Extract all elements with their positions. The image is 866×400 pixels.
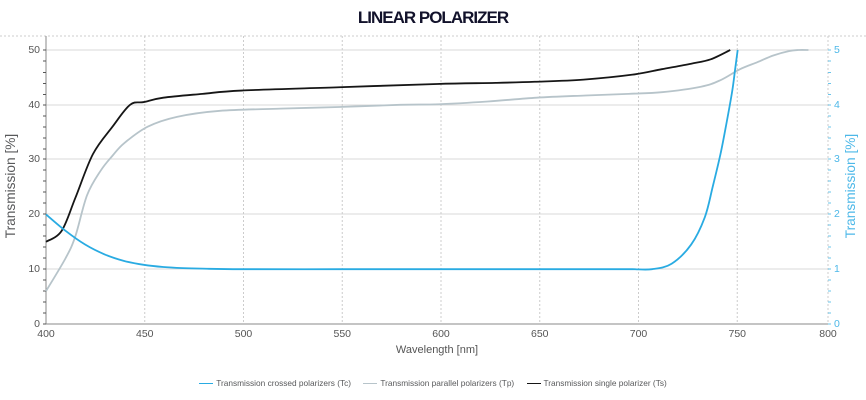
svg-text:650: 650 [531,328,549,340]
svg-text:550: 550 [333,328,351,340]
svg-text:40: 40 [28,99,40,111]
svg-text:50: 50 [28,44,40,56]
svg-text:700: 700 [630,328,648,340]
svg-text:750: 750 [728,328,746,340]
svg-text:800: 800 [819,328,837,340]
svg-text:450: 450 [136,328,154,340]
svg-text:20: 20 [28,208,40,220]
svg-text:1: 1 [834,263,840,275]
svg-text:10: 10 [28,263,40,275]
svg-text:Transmission [%]: Transmission [%] [843,134,858,238]
svg-text:2: 2 [834,208,840,220]
svg-text:Wavelength [nm]: Wavelength [nm] [396,344,478,356]
svg-text:600: 600 [432,328,450,340]
svg-text:500: 500 [235,328,253,340]
svg-text:3: 3 [834,153,840,165]
svg-text:400: 400 [37,328,55,340]
svg-text:5: 5 [834,44,840,56]
svg-text:4: 4 [834,99,840,111]
svg-text:Transmission [%]: Transmission [%] [3,134,18,238]
svg-text:30: 30 [28,153,40,165]
